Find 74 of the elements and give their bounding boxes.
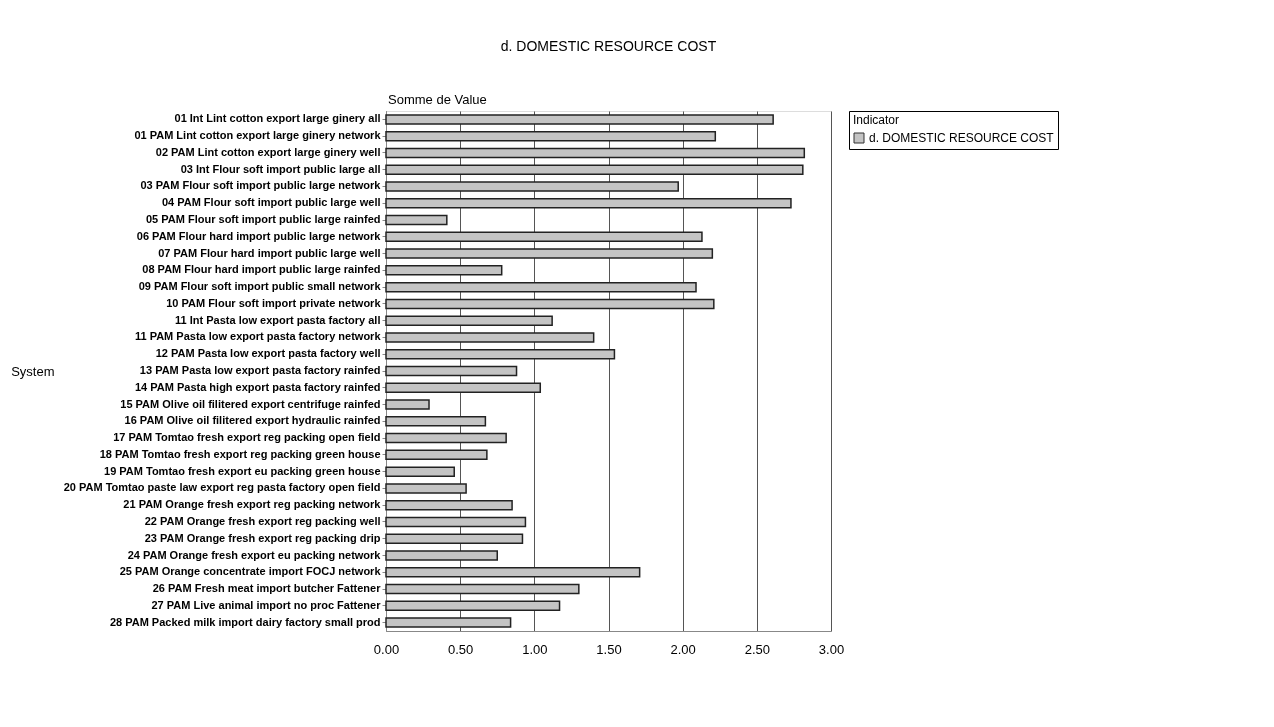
bar <box>385 449 488 461</box>
y-tick-label: 24 PAM Orange fresh export eu packing network <box>127 548 382 561</box>
bar <box>385 499 513 511</box>
bar <box>385 130 717 142</box>
y-tick-label: 20 PAM Tomtao paste law export reg pasta factory open field <box>63 481 381 494</box>
y-tick-label: 12 PAM Pasta low export pasta factory well <box>155 347 381 360</box>
y-tick-label: 19 PAM Tomtao fresh export eu packing green house <box>104 464 381 477</box>
y-tick-label: 25 PAM Orange concentrate import FOCJ network <box>119 565 382 578</box>
bar <box>385 332 595 343</box>
bar <box>385 348 616 360</box>
bar <box>385 550 498 561</box>
bar <box>385 583 580 595</box>
x-tick-label: 3.00 <box>818 641 845 657</box>
bar <box>385 567 641 578</box>
y-axis-title: System <box>11 363 55 379</box>
bar <box>385 265 503 276</box>
y-tick-label: 22 PAM Orange fresh export reg packing well <box>144 514 381 527</box>
y-tick-label: 13 PAM Pasta low export pasta factory rainfed <box>139 364 381 376</box>
bar <box>385 399 430 410</box>
y-tick-label: 07 PAM Flour hard import public large well <box>158 246 381 259</box>
y-tick-label: 11 PAM Pasta low export pasta factory network <box>134 330 382 343</box>
bar <box>385 600 561 612</box>
y-tick-label: 17 PAM Tomtao fresh export reg packing open field <box>113 431 381 444</box>
y-tick-label: 05 PAM Flour soft import public large rainfed <box>146 213 381 226</box>
bar <box>385 315 553 326</box>
bar <box>385 617 512 628</box>
bar <box>385 181 679 192</box>
x-tick-label: 0.50 <box>448 641 474 657</box>
y-tick-label: 09 PAM Flour soft import public small network <box>138 280 382 293</box>
y-tick-label: 18 PAM Tomtao fresh export reg packing green house <box>99 447 381 460</box>
bar <box>385 231 703 243</box>
y-tick-label: 03 Int Flour soft import public large all <box>180 162 381 175</box>
bar <box>385 164 804 175</box>
y-tick-label: 01 PAM Lint cotton export large ginery network <box>134 129 382 142</box>
y-tick-label: 10 PAM Flour soft import private network <box>166 296 382 309</box>
y-tick-label: 02 PAM Lint cotton export large ginery well <box>155 145 381 158</box>
y-tick-label: 23 PAM Orange fresh export reg packing drip <box>144 531 381 544</box>
bar <box>385 298 715 310</box>
bar <box>385 416 487 427</box>
y-tick-label: 11 Int Pasta low export pasta factory all <box>175 313 381 326</box>
y-tick-label: 16 PAM Olive oil filitered export hydraulic rainfed <box>124 414 381 427</box>
x-tick-label: 2.00 <box>670 641 696 657</box>
legend-title: Indicator <box>853 113 900 127</box>
bar <box>385 281 697 293</box>
x-tick-label: 0.00 <box>373 641 400 657</box>
y-tick-label: 04 PAM Flour soft import public large well <box>161 196 381 209</box>
bar <box>385 382 542 394</box>
y-tick-label: 08 PAM Flour hard import public large rainfed <box>142 263 381 276</box>
legend-label: d. DOMESTIC RESOURCE COST <box>869 131 1055 145</box>
bar <box>385 198 792 209</box>
bar <box>385 516 527 528</box>
x-tick-label: 1.50 <box>596 641 622 657</box>
x-tick-label: 2.50 <box>744 641 770 657</box>
y-tick-label: 26 PAM Fresh meat import butcher Fattener <box>152 582 382 595</box>
bar <box>385 483 467 494</box>
chart-title: d. DOMESTIC RESOURCE COST <box>500 38 717 54</box>
bar <box>385 365 518 377</box>
y-tick-label: 01 Int Lint cotton export large ginery all <box>174 112 381 125</box>
y-tick-label: 27 PAM Live animal import no proc Fattener <box>151 598 382 611</box>
text: Somme de Value <box>388 92 487 107</box>
y-tick-label: 15 PAM Olive oil filitered export centrifuge rainfed <box>120 397 381 410</box>
y-tick-label: 21 PAM Orange fresh export reg packing network <box>123 498 382 511</box>
bar <box>385 214 448 226</box>
y-tick-label: 14 PAM Pasta high export pasta factory rainfed <box>134 380 381 393</box>
y-tick-label: 03 PAM Flour soft import public large network <box>140 179 382 192</box>
bar <box>385 533 524 544</box>
bar <box>385 248 714 259</box>
y-tick-label: 28 PAM Packed milk import dairy factory small prod <box>109 615 381 628</box>
y-tick-label: 06 PAM Flour hard import public large network <box>136 229 382 242</box>
bar <box>385 432 507 444</box>
bar <box>385 147 806 159</box>
bar <box>385 466 455 477</box>
bar <box>385 114 774 125</box>
x-tick-label: 1.00 <box>522 641 548 657</box>
